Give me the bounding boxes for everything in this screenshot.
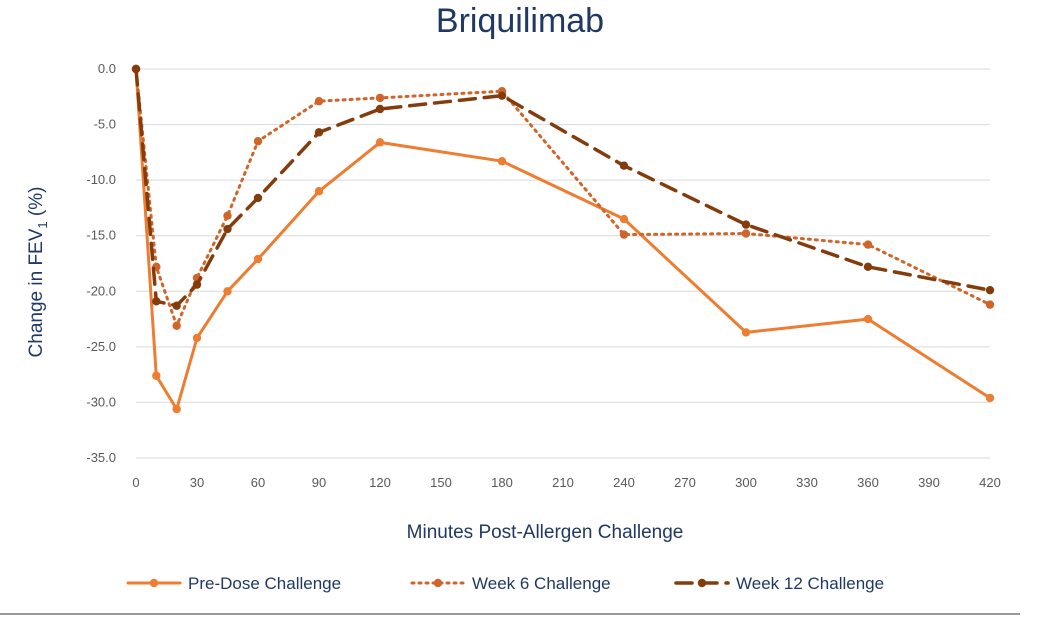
y-tick-label: -5.0 bbox=[94, 117, 116, 132]
series-3-point bbox=[223, 224, 232, 234]
legend: Pre-Dose Challenge Week 6 Challenge Week 1… bbox=[126, 574, 884, 593]
y-axis-ticks: 0.0 -5.0 -10.0 -15.0 -20.0 -25.0 -30.0 -35.0 bbox=[86, 61, 116, 465]
series-1-point bbox=[985, 393, 995, 403]
x-tick-label: 270 bbox=[674, 475, 696, 490]
x-tick-label: 120 bbox=[369, 475, 391, 490]
series-2-point bbox=[223, 211, 232, 220]
series-3-point bbox=[253, 193, 263, 203]
y-tick-label: -20.0 bbox=[86, 283, 116, 298]
series-2-point bbox=[741, 229, 751, 238]
x-tick-label: 390 bbox=[918, 475, 940, 490]
series-3-point bbox=[619, 161, 629, 170]
x-tick-label: 300 bbox=[735, 475, 757, 490]
series-line-1 bbox=[134, 67, 992, 411]
x-tick-label: 180 bbox=[491, 475, 513, 490]
x-axis-label: Minutes Post-Allergen Challenge bbox=[407, 522, 684, 543]
y-tick-label: -25.0 bbox=[86, 339, 116, 354]
y-axis-label-main: Change in FEV bbox=[26, 228, 47, 357]
chart-title: Briquilimab bbox=[436, 2, 604, 40]
series-1-point bbox=[152, 371, 161, 380]
series-1-point bbox=[172, 404, 181, 414]
series-1-point bbox=[863, 314, 873, 324]
y-axis-label-unit: (%) bbox=[26, 187, 47, 222]
series-2-point bbox=[985, 300, 995, 309]
series-1-point bbox=[741, 328, 751, 337]
series-2-point bbox=[375, 93, 385, 103]
series-3-point bbox=[863, 262, 873, 272]
series-1-point bbox=[314, 187, 324, 196]
series-1-point bbox=[497, 157, 507, 166]
series-1-point bbox=[192, 333, 202, 343]
x-tick-label: 240 bbox=[613, 475, 635, 490]
series-3-point bbox=[152, 297, 161, 306]
series-3-point bbox=[375, 104, 385, 114]
x-tick-label: 360 bbox=[857, 475, 879, 490]
x-tick-label: 90 bbox=[312, 475, 326, 490]
series-3-point bbox=[497, 91, 507, 100]
series-line-3 bbox=[134, 67, 992, 308]
x-tick-label: 210 bbox=[552, 475, 574, 490]
series-1-point bbox=[619, 214, 629, 224]
x-tick-label: 420 bbox=[979, 475, 1001, 490]
x-tick-label: 0 bbox=[132, 475, 139, 490]
series-2-point bbox=[314, 97, 324, 106]
series-2-point bbox=[172, 321, 181, 330]
legend-swatch-marker-3 bbox=[697, 578, 707, 588]
series-3-point bbox=[741, 220, 751, 229]
legend-label-1: Pre-Dose Challenge bbox=[188, 574, 341, 593]
x-tick-label: 60 bbox=[251, 475, 265, 490]
series-3-point bbox=[192, 280, 202, 289]
series-1-point bbox=[223, 287, 232, 296]
y-axis-label-subscript: 1 bbox=[35, 221, 50, 228]
series-3-point bbox=[314, 128, 324, 137]
series-2-point bbox=[253, 137, 263, 146]
legend-label-2: Week 6 Challenge bbox=[472, 574, 611, 593]
series-2-point bbox=[863, 240, 873, 249]
y-tick-label: -35.0 bbox=[86, 450, 116, 465]
series-3-point bbox=[131, 64, 141, 74]
y-axis-label: Change in FEV1 (%) bbox=[26, 187, 50, 358]
y-tick-label: -10.0 bbox=[86, 172, 116, 187]
legend-label-3: Week 12 Challenge bbox=[736, 574, 884, 593]
y-tick-label: -30.0 bbox=[86, 394, 116, 409]
legend-swatch-marker-1 bbox=[149, 578, 159, 588]
y-tick-label: -15.0 bbox=[86, 228, 116, 243]
x-tick-label: 150 bbox=[430, 475, 452, 490]
series-1-point bbox=[375, 138, 385, 147]
series-1-point bbox=[253, 254, 263, 264]
x-tick-label: 30 bbox=[190, 475, 204, 490]
y-tick-label: 0.0 bbox=[98, 61, 116, 76]
series-line-2 bbox=[134, 67, 992, 328]
series-layer bbox=[131, 64, 995, 414]
series-3-point bbox=[985, 285, 995, 295]
x-tick-label: 330 bbox=[796, 475, 818, 490]
legend-swatch-marker-2 bbox=[433, 578, 443, 588]
series-3-point bbox=[172, 301, 181, 310]
x-axis-ticks: 0 30 60 90 120 150 180 210 240 270 300 330 360 390 420 bbox=[132, 475, 1000, 490]
series-2-point bbox=[619, 230, 629, 239]
